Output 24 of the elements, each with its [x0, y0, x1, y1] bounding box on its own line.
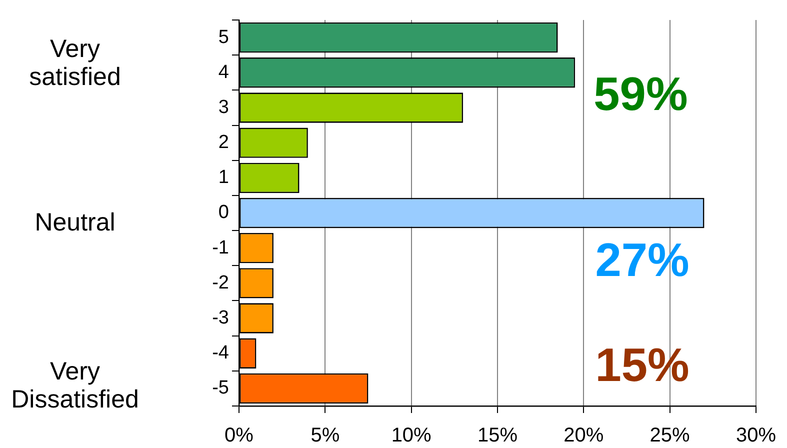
y-tick-label: 0	[218, 202, 229, 224]
y-tick-label: 5	[218, 26, 229, 48]
annotation: 27%	[595, 232, 690, 286]
x-tick-label: 10%	[391, 424, 432, 447]
y-tick-label: -1	[212, 237, 229, 258]
x-tick-label: 0%	[224, 424, 254, 447]
y-tick-label: -5	[212, 378, 229, 399]
y-tick-label: 2	[218, 132, 229, 154]
y-tick-label: -4	[212, 342, 230, 364]
x-tick-label: 5%	[310, 424, 340, 447]
x-tick-label: 15%	[477, 424, 518, 447]
annotation: 15%	[595, 338, 690, 392]
x-tick-label: 20%	[564, 424, 604, 447]
y-tick-label: -2	[212, 272, 229, 294]
y-tick-label: 3	[218, 96, 229, 118]
x-tick-label: 25%	[650, 424, 690, 447]
annotation: 59%	[594, 67, 688, 120]
text: Very satisfied	[29, 34, 121, 91]
text: Very Dissatisfied	[11, 358, 139, 414]
x-tick-label: 30%	[736, 424, 776, 447]
y-tick-label: -3	[212, 308, 229, 329]
y-tick-label: 4	[218, 62, 230, 83]
y-tick-label: 1	[218, 167, 229, 188]
text: Neutral	[34, 208, 116, 236]
